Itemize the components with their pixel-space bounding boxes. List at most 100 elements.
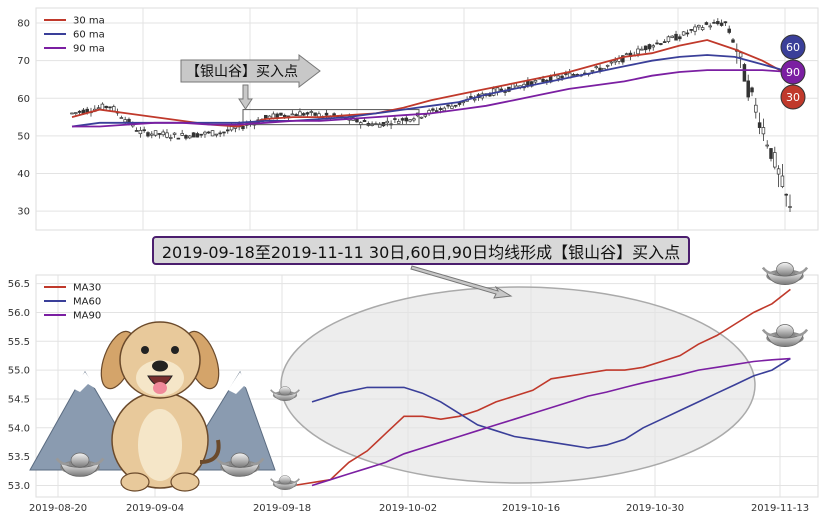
dog-eye <box>171 346 179 354</box>
ingot-top <box>70 452 90 468</box>
candle-body <box>450 105 454 109</box>
candle-body <box>438 108 443 111</box>
bottom-y-tick-label: 53.5 <box>8 452 30 463</box>
candle-body <box>469 96 473 98</box>
bottom-ma-line-0 <box>293 288 791 487</box>
bottom-y-tick-label: 55.5 <box>8 337 30 348</box>
candle-body <box>290 113 295 116</box>
candle-body <box>689 29 693 31</box>
candle-body <box>218 132 222 135</box>
candle-body <box>609 61 614 64</box>
ingot-wings <box>270 478 300 484</box>
candle-body <box>301 113 306 116</box>
end-badge-90 <box>780 59 806 85</box>
dog-tongue <box>153 382 167 394</box>
candle-body <box>556 75 561 79</box>
candle-body <box>662 41 667 43</box>
candle-body <box>788 206 792 208</box>
mountain-right-snow <box>228 372 252 394</box>
candle-body <box>153 130 158 136</box>
candle-body <box>419 116 424 119</box>
candle-body <box>157 133 162 135</box>
candle-body <box>571 74 576 76</box>
ingot-top <box>776 262 794 277</box>
candle-body <box>298 111 302 117</box>
candle-body <box>142 129 146 132</box>
candle-body <box>727 28 731 33</box>
end-badge-label: 30 <box>786 91 800 104</box>
candle-body <box>700 27 705 31</box>
candle-body <box>742 64 747 82</box>
candle-body <box>674 33 678 41</box>
ingot-top <box>279 475 291 485</box>
candle-body <box>533 80 538 83</box>
top-legend-label-2: 90 ma <box>73 44 105 55</box>
candle-body <box>282 114 287 118</box>
decorations <box>29 262 809 492</box>
ingot-icon <box>55 452 105 477</box>
bottom-y-tick-label: 54.5 <box>8 394 30 405</box>
ingot-icon <box>761 324 809 347</box>
candle-body <box>621 55 625 63</box>
candle-body <box>670 35 674 38</box>
candle-body <box>666 36 671 42</box>
candle-body <box>271 113 276 119</box>
candle-body <box>150 133 154 136</box>
bottom-x-tick-label: 2019-11-13 <box>751 503 809 514</box>
top-y-tick-label: 40 <box>17 169 30 180</box>
ingot-icon <box>270 475 300 491</box>
ingot-wings <box>761 266 809 275</box>
bottom-x-tick-label: 2019-08-20 <box>29 503 87 514</box>
bottom-legend-label-2: MA90 <box>73 311 101 322</box>
top-legend-label-0: 30 ma <box>73 16 105 27</box>
ingot-top <box>776 324 794 339</box>
candle-body <box>643 45 648 51</box>
bottom-x-tick-label: 2019-09-04 <box>126 503 184 514</box>
candle-body <box>655 42 659 45</box>
candle-body <box>222 131 226 134</box>
candle-body <box>773 152 777 168</box>
candle-body <box>590 70 595 72</box>
ingot-icon <box>761 262 809 285</box>
dog-paw <box>120 472 150 492</box>
candle-body <box>396 121 401 124</box>
ingot-wings <box>270 389 300 395</box>
dog-icon <box>100 321 221 492</box>
candle-body <box>263 114 268 119</box>
candle-body <box>594 66 599 69</box>
highlight-box <box>242 109 420 126</box>
candle-body <box>712 22 716 24</box>
candle-body <box>750 87 754 93</box>
candle-body <box>180 133 184 136</box>
candle-body <box>446 104 450 107</box>
top-ma-line-2 <box>72 69 791 128</box>
banner: 2019-09-18至2019-11-11 30日,60日,90日均线形成【银山… <box>152 236 690 265</box>
dog-paw <box>170 472 200 492</box>
candle-body <box>651 45 655 48</box>
candle-body <box>199 133 203 136</box>
candle-body <box>229 126 234 131</box>
top-y-tick-label: 60 <box>17 94 30 105</box>
candle-body <box>324 112 329 116</box>
candle-body <box>605 64 610 67</box>
dog-eye <box>141 346 149 354</box>
candle-body <box>765 144 769 147</box>
candle-body <box>761 127 766 135</box>
bottom-legend-label-1: MA60 <box>73 297 101 308</box>
ingot-icon <box>270 386 300 402</box>
top-candlestick-chart: 30 40 50 60 70 80 30 ma 60 ma 90 ma 【银山谷】买入点 60 90 3… <box>17 7 819 231</box>
candle-body <box>169 137 173 139</box>
candle-body <box>279 112 283 116</box>
candle-body <box>112 106 116 112</box>
candle-body <box>362 119 367 122</box>
bottom-y-tick-label: 53.0 <box>8 481 30 492</box>
candle-body <box>640 48 644 51</box>
candle-body <box>119 117 124 119</box>
bottom-y-tick-label: 56.5 <box>8 279 30 290</box>
candle-body <box>693 26 697 32</box>
candle-body <box>377 123 382 128</box>
end-badge-60 <box>780 34 806 60</box>
mountain-left-snow <box>72 372 98 392</box>
candle-body <box>313 112 317 116</box>
